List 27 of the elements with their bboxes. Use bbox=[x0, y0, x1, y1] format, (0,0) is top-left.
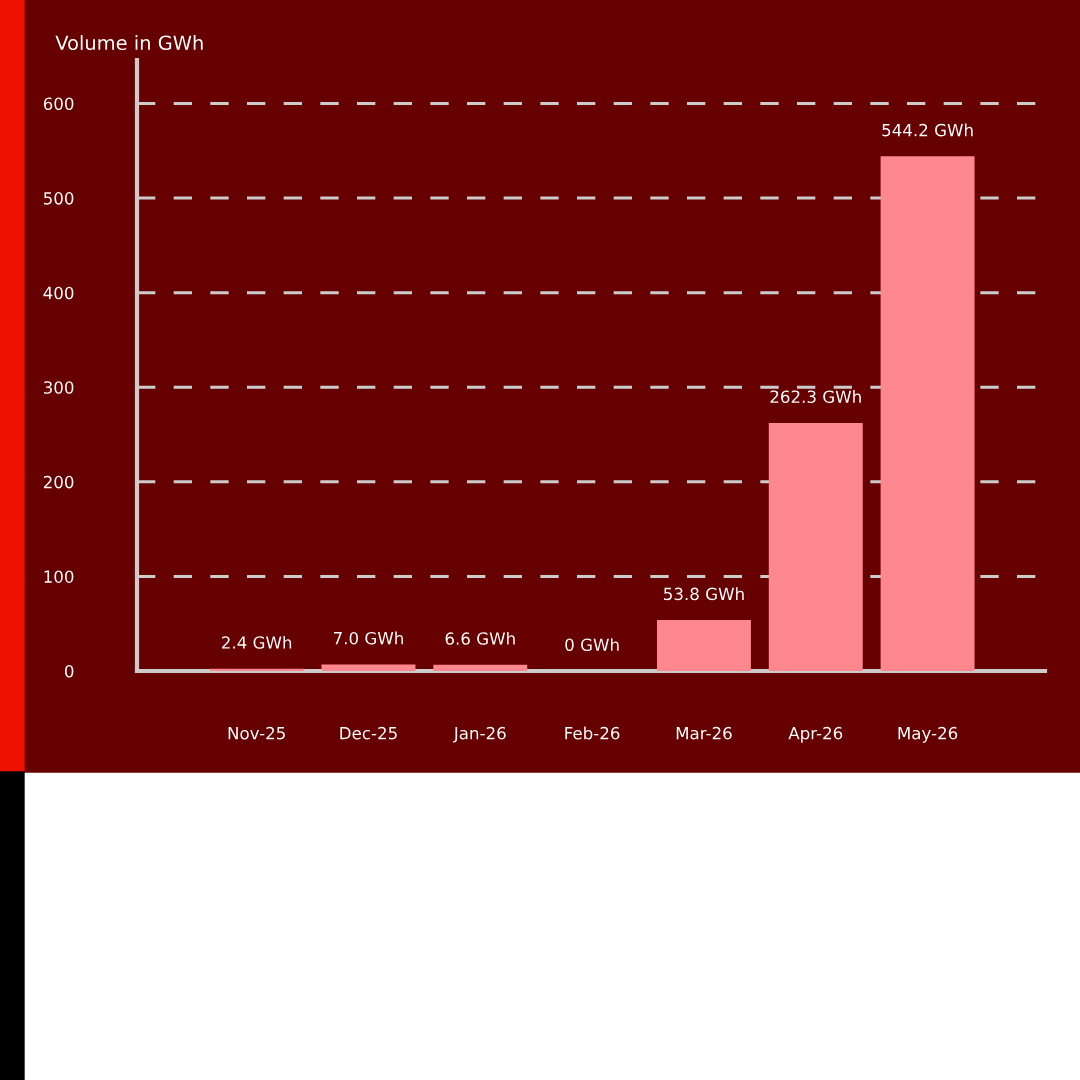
data-label: 6.6 GWh bbox=[445, 631, 515, 645]
bar bbox=[768, 422, 863, 671]
data-label: 262.3 GWh bbox=[770, 390, 861, 404]
y-tick-label: 600 bbox=[43, 97, 74, 111]
data-label: 544.2 GWh bbox=[882, 123, 973, 137]
y-axis-title: Volume in GWh bbox=[55, 35, 203, 51]
data-label: 7.0 GWh bbox=[333, 631, 403, 645]
bar bbox=[656, 620, 751, 671]
bar bbox=[880, 156, 975, 671]
x-tick-label: Dec-25 bbox=[340, 726, 397, 740]
data-label: 53.8 GWh bbox=[664, 587, 744, 601]
x-tick-label: Apr-26 bbox=[788, 726, 843, 743]
x-tick-label: Jan-26 bbox=[452, 726, 506, 743]
x-tick-label: May-26 bbox=[898, 726, 958, 743]
y-tick-label: 0 bbox=[64, 664, 74, 678]
y-tick-label: 100 bbox=[44, 570, 74, 583]
y-tick-label: 300 bbox=[43, 381, 74, 394]
x-tick-label: Feb-26 bbox=[565, 726, 620, 740]
bar bbox=[321, 664, 416, 671]
y-tick-label: 200 bbox=[43, 475, 74, 489]
y-tick-label: 500 bbox=[43, 192, 74, 205]
y-tick-label: 400 bbox=[43, 286, 74, 300]
x-tick-label: Mar-26 bbox=[676, 726, 732, 740]
x-tick-label: Nov-25 bbox=[228, 726, 285, 740]
bar bbox=[433, 664, 528, 671]
data-label: 0 GWh bbox=[565, 638, 619, 652]
data-label: 2.4 GWh bbox=[221, 635, 292, 649]
